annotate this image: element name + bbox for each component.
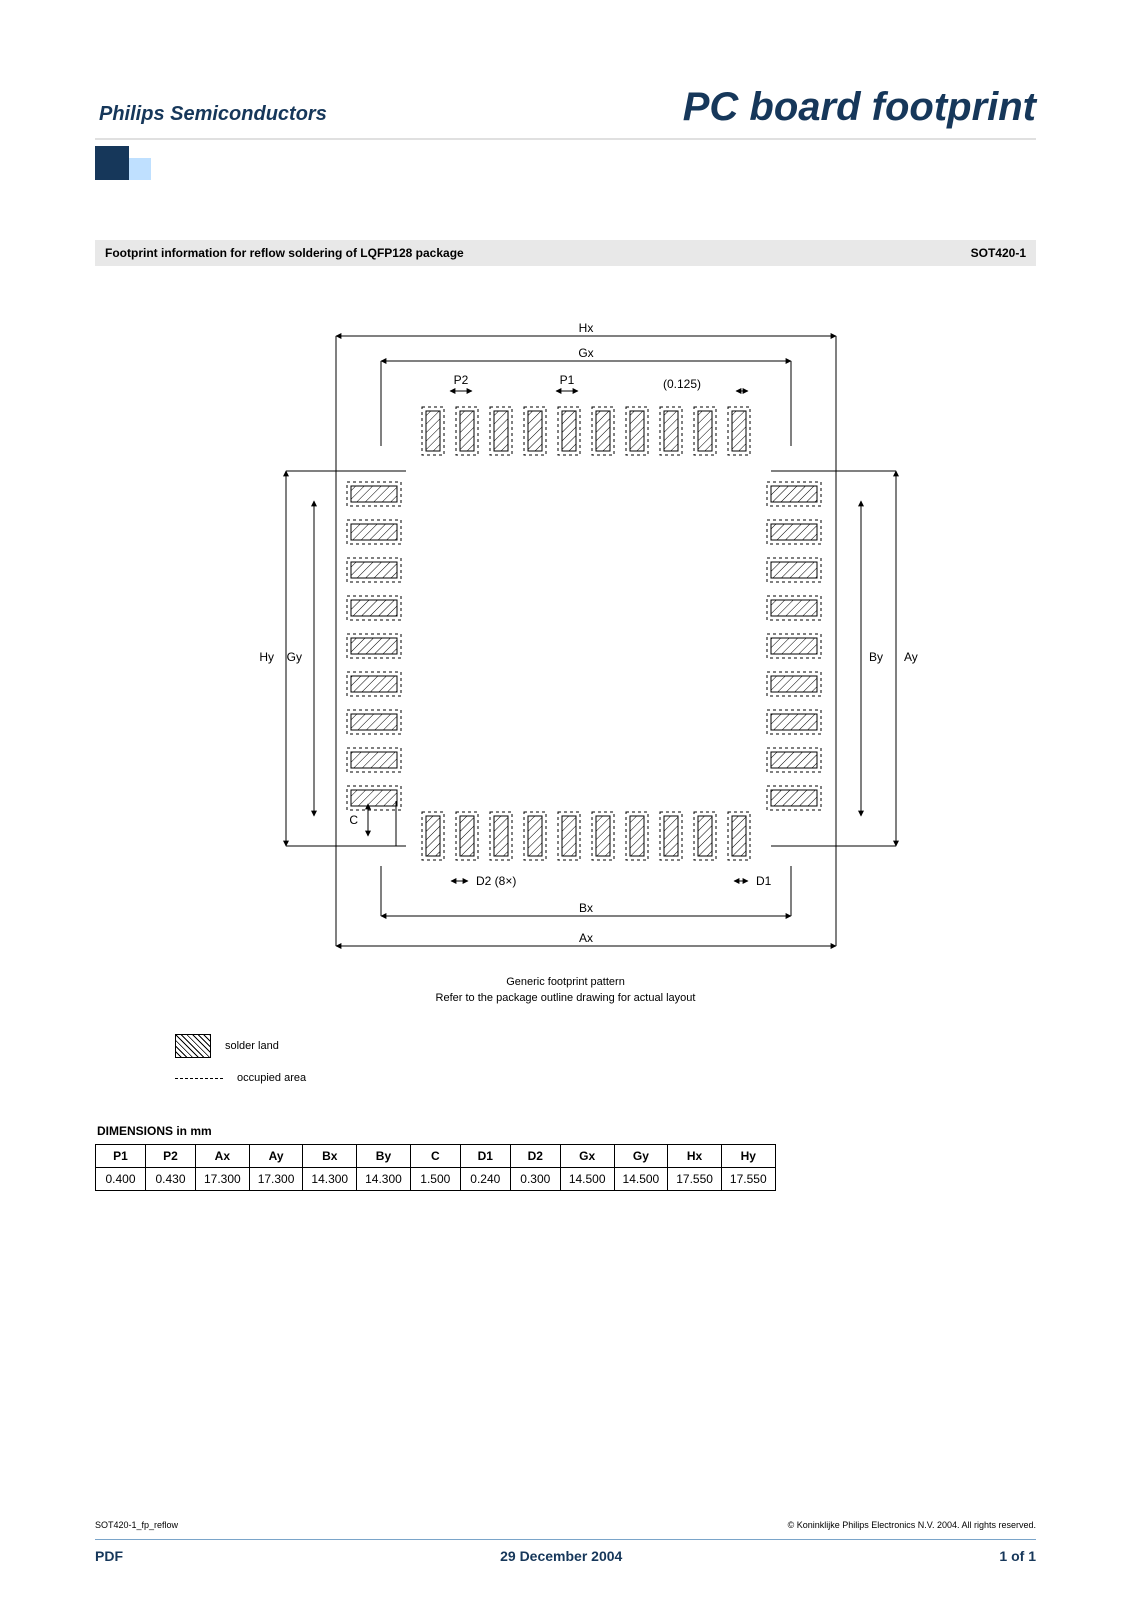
legend-occupied-row: occupied area	[175, 1072, 1036, 1084]
subheading-title: Footprint information for reflow solderi…	[105, 246, 464, 260]
label-hx: Hx	[578, 321, 593, 335]
brand-mark	[95, 146, 1036, 180]
dim-col-Hy: Hy	[721, 1145, 775, 1168]
diagram-caption-2: Refer to the package outline drawing for…	[95, 992, 1036, 1004]
dim-val-D2: 0.300	[510, 1168, 560, 1191]
dim-col-Ay: Ay	[249, 1145, 303, 1168]
dim-val-P1: 0.400	[96, 1168, 146, 1191]
label-p2: P2	[453, 373, 468, 387]
legend-solder-row: solder land	[175, 1034, 1036, 1058]
footer-center: 29 December 2004	[500, 1548, 622, 1564]
dim-val-Hx: 17.550	[668, 1168, 722, 1191]
document-title: PC board footprint	[683, 85, 1036, 130]
dim-val-Gy: 14.500	[614, 1168, 668, 1191]
dim-col-By: By	[357, 1145, 411, 1168]
label-gy: Gy	[286, 650, 301, 664]
dim-col-Bx: Bx	[303, 1145, 357, 1168]
bottom-pads	[422, 812, 750, 860]
label-by: By	[869, 650, 883, 664]
dashed-line-icon	[175, 1078, 223, 1079]
label-c: C	[349, 813, 358, 827]
page-header: Philips Semiconductors PC board footprin…	[95, 85, 1036, 180]
label-p1: P1	[559, 373, 574, 387]
legend-occupied-label: occupied area	[237, 1072, 306, 1084]
dim-col-Gy: Gy	[614, 1145, 668, 1168]
footprint-diagram: Hx Gx P2 P1 (0.125) Hy Gy By Ay C D2 (8×…	[196, 306, 936, 966]
page-footer: PDF 29 December 2004 1 of 1	[95, 1548, 1036, 1564]
label-hy: Hy	[259, 650, 274, 664]
diagram-caption-1: Generic footprint pattern	[95, 976, 1036, 988]
dim-val-P2: 0.430	[146, 1168, 196, 1191]
dim-val-Ax: 17.300	[196, 1168, 250, 1191]
brand-square-light	[129, 158, 151, 180]
hatch-swatch-icon	[175, 1034, 211, 1058]
label-bx: Bx	[578, 901, 592, 915]
dimensions-title: DIMENSIONS in mm	[97, 1124, 1036, 1138]
dim-col-Gx: Gx	[560, 1145, 614, 1168]
dim-col-P2: P2	[146, 1145, 196, 1168]
subheading-bar: Footprint information for reflow solderi…	[95, 240, 1036, 266]
dim-val-D1: 0.240	[460, 1168, 510, 1191]
label-d1: D1	[756, 874, 772, 888]
dim-val-C: 1.500	[410, 1168, 460, 1191]
legend: solder land occupied area	[175, 1034, 1036, 1084]
dim-col-P1: P1	[96, 1145, 146, 1168]
dim-val-Ay: 17.300	[249, 1168, 303, 1191]
label-ax: Ax	[578, 931, 592, 945]
copyright: © Koninklijke Philips Electronics N.V. 2…	[788, 1520, 1036, 1530]
dim-val-By: 14.300	[357, 1168, 411, 1191]
footer-rule	[95, 1539, 1036, 1540]
footer-left: PDF	[95, 1548, 123, 1564]
dim-val-Gx: 14.500	[560, 1168, 614, 1191]
label-note: (0.125)	[662, 377, 700, 391]
dim-col-D1: D1	[460, 1145, 510, 1168]
dim-col-D2: D2	[510, 1145, 560, 1168]
dim-col-C: C	[410, 1145, 460, 1168]
dim-val-Hy: 17.550	[721, 1168, 775, 1191]
top-pads	[422, 407, 750, 455]
right-pads	[767, 482, 821, 810]
dimensions-header-row: P1P2AxAyBxByCD1D2GxGyHxHy	[96, 1145, 776, 1168]
label-d2: D2 (8×)	[476, 874, 516, 888]
dim-val-Bx: 14.300	[303, 1168, 357, 1191]
subheading-code: SOT420-1	[971, 246, 1026, 260]
label-ay: Ay	[904, 650, 918, 664]
dimensions-table: P1P2AxAyBxByCD1D2GxGyHxHy 0.4000.43017.3…	[95, 1144, 776, 1191]
legend-solder-label: solder land	[225, 1040, 279, 1052]
header-bar: Philips Semiconductors PC board footprin…	[95, 85, 1036, 140]
dimensions-value-row: 0.4000.43017.30017.30014.30014.3001.5000…	[96, 1168, 776, 1191]
brand-name: Philips Semiconductors	[95, 103, 327, 126]
document-id: SOT420-1_fp_reflow	[95, 1520, 178, 1530]
footer-right: 1 of 1	[999, 1548, 1036, 1564]
dim-col-Hx: Hx	[668, 1145, 722, 1168]
left-pads	[347, 482, 401, 810]
brand-square-dark	[95, 146, 129, 180]
dim-col-Ax: Ax	[196, 1145, 250, 1168]
label-gx: Gx	[578, 346, 593, 360]
